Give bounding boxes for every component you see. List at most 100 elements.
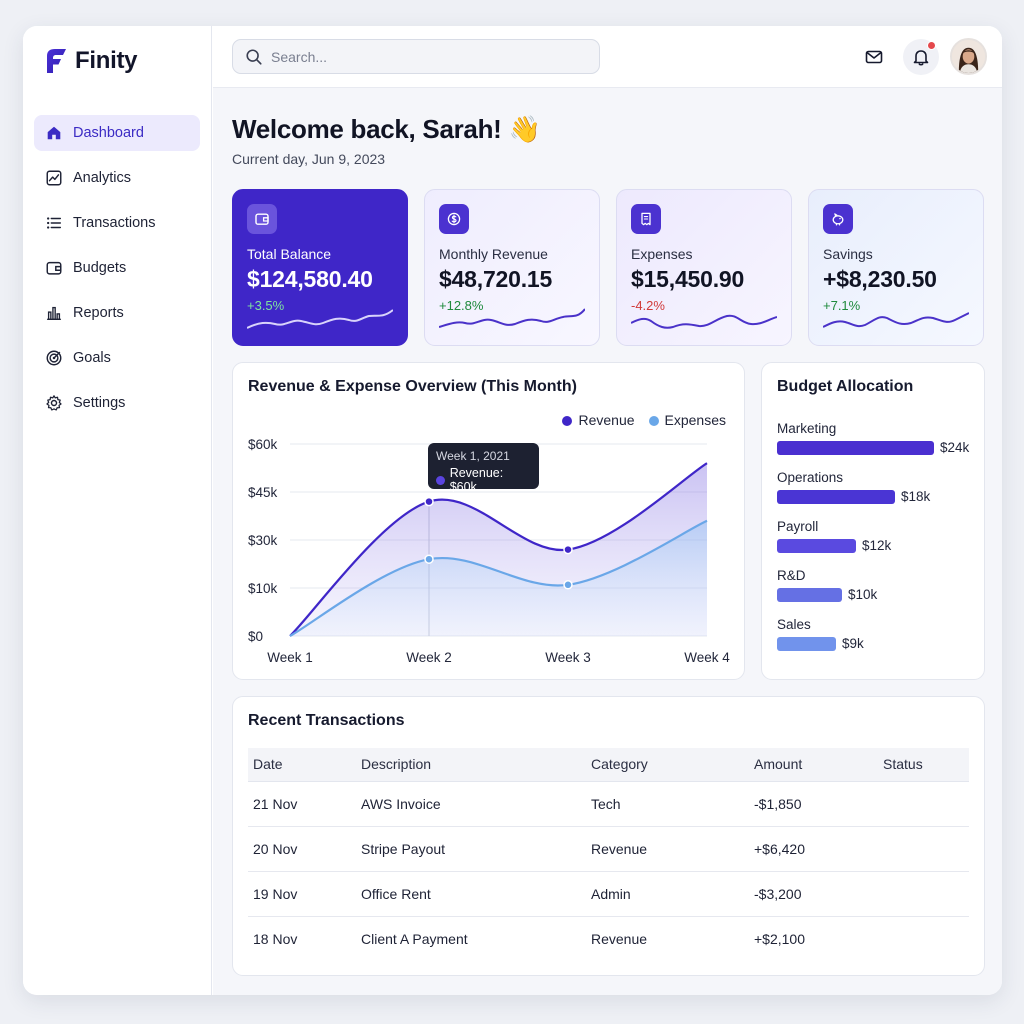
piggy-bank-icon	[823, 204, 853, 234]
sidebar-item-settings[interactable]: Settings	[34, 385, 200, 421]
sidebar-item-budgets[interactable]: Budgets	[34, 250, 200, 286]
sidebar-item-goals[interactable]: Goals	[34, 340, 200, 376]
legend-dot-revenue	[562, 416, 573, 426]
cell-description: AWS Invoice	[356, 781, 586, 827]
line-expenses	[289, 519, 708, 637]
column-header-status[interactable]: Status	[878, 748, 969, 782]
budget-bar	[777, 587, 842, 602]
cell-amount: -$1,850	[749, 781, 878, 827]
budget-title: Budget Allocation	[777, 378, 914, 395]
analytics-icon	[46, 170, 62, 186]
cell-category: Revenue	[586, 826, 749, 872]
cell-amount: +$6,420	[749, 826, 878, 872]
table-row[interactable]: 19 Nov Office Rent Admin -$3,200	[248, 871, 969, 917]
kpi-value: $48,720.15	[439, 266, 553, 292]
cell-description: Client A Payment	[361, 930, 468, 947]
tooltip-row: Revenue: $60k	[436, 466, 531, 494]
bell-icon	[913, 50, 929, 66]
column-header-date[interactable]: Date	[248, 748, 356, 782]
cell-status	[878, 916, 969, 961]
legend-dot-expenses	[648, 416, 659, 426]
kpi-value: $124,580.40	[247, 266, 373, 292]
legend-item-revenue[interactable]: Revenue	[562, 412, 635, 428]
kpi-label: Monthly Revenue	[439, 246, 548, 262]
y-tick-label: $60k	[248, 437, 278, 452]
cell-status	[878, 781, 969, 827]
notifications-button[interactable]	[903, 39, 939, 75]
kpi-card-monthly-revenue[interactable]: Monthly Revenue $48,720.15 +12.8%	[424, 189, 600, 346]
y-tick-label: $45k	[248, 485, 278, 500]
mail-icon	[865, 50, 883, 64]
column-header-amount[interactable]: Amount	[749, 748, 878, 782]
column-header-description[interactable]: Description	[356, 748, 586, 782]
app-window: Finity Dashboard Analytics Transactions …	[23, 26, 1002, 995]
budget-row-marketing[interactable]: Marketing $24k	[777, 421, 969, 455]
cell-date: 20 Nov	[248, 826, 356, 872]
user-avatar-image	[952, 40, 985, 73]
kpi-change: +3.5%	[247, 298, 285, 313]
overview-title: Revenue & Expense Overview (This Month)	[248, 378, 577, 395]
data-point-revenue	[424, 496, 434, 507]
sidebar-item-reports[interactable]: Reports	[34, 295, 200, 331]
sparkline	[823, 312, 969, 328]
search-input[interactable]	[271, 48, 571, 65]
cell-amount: -$3,200	[749, 871, 878, 917]
sidebar-item-label: Settings	[73, 395, 126, 411]
sidebar-item-transactions[interactable]: Transactions	[34, 205, 200, 241]
search-icon	[246, 48, 262, 65]
list-icon	[46, 217, 62, 229]
main-content: Welcome back, Sarah! 👋 Current day, Jun …	[213, 26, 1002, 995]
brand-name: Finity	[75, 47, 138, 74]
budget-row-operations[interactable]: Operations $18k	[777, 470, 930, 504]
home-icon	[47, 126, 61, 140]
budget-row-payroll[interactable]: Payroll $12k	[777, 519, 891, 553]
y-tick-label: $30k	[248, 533, 278, 548]
cell-category: Tech	[586, 781, 749, 827]
kpi-change: +7.1%	[823, 298, 861, 313]
mail-button[interactable]	[856, 39, 892, 75]
data-point-expenses	[563, 580, 573, 590]
table-row[interactable]: 20 Nov Stripe Payout Revenue +$6,420	[248, 826, 969, 872]
x-tick-label: Week 1	[267, 650, 313, 665]
kpi-value: $15,450.90	[631, 266, 745, 292]
budget-label: Marketing	[777, 421, 837, 436]
brand[interactable]: Finity	[45, 46, 138, 76]
budget-row-rnd[interactable]: R&D $10k	[777, 568, 877, 602]
budget-value: $12k	[862, 538, 892, 553]
kpi-card-savings[interactable]: Savings +$8,230.50 +7.1%	[808, 189, 984, 346]
legend-label: Revenue	[578, 412, 635, 428]
cell-description: Office Rent	[356, 871, 586, 917]
area-expenses	[290, 520, 707, 636]
table-row[interactable]: 21 Nov AWS Invoice Tech -$1,850	[248, 781, 969, 827]
wallet-icon	[247, 204, 277, 234]
budget-row-sales[interactable]: Sales $9k	[777, 617, 864, 651]
avatar[interactable]	[950, 38, 987, 75]
legend-label: Expenses	[664, 412, 726, 428]
kpi-value: +$8,230.50	[823, 266, 937, 292]
cell-date: 19 Nov	[248, 871, 356, 917]
data-point-revenue	[563, 544, 573, 555]
column-header-category[interactable]: Category	[586, 748, 749, 782]
kpi-card-total-balance[interactable]: Total Balance $124,580.40 +3.5%	[232, 189, 408, 346]
x-tick-label: Week 4	[684, 650, 730, 665]
page-title: Welcome back, Sarah! 👋	[232, 114, 541, 144]
overview-chart: $0 $10k $30k $45k $60k Week 1 Week 2 Week 3 Week…	[248, 437, 730, 665]
sidebar-item-label: Goals	[73, 350, 111, 366]
search-bar[interactable]	[232, 39, 600, 74]
cell-date: 21 Nov	[248, 781, 356, 827]
overview-chart-card: Revenue & Expense Overview (This Month) …	[232, 362, 745, 680]
cell-category: Admin	[586, 871, 749, 917]
budget-label: Payroll	[777, 519, 819, 534]
sidebar: Finity Dashboard Analytics Transactions …	[23, 26, 212, 995]
logo-icon	[47, 49, 66, 73]
sidebar-item-dashboard[interactable]: Dashboard	[34, 115, 200, 151]
budget-bar	[777, 636, 836, 651]
kpi-card-expenses[interactable]: Expenses $15,450.90 -4.2%	[616, 189, 792, 346]
table-row[interactable]: 18 Nov Client A Payment Revenue +$2,100	[248, 916, 969, 961]
sidebar-nav: Dashboard Analytics Transactions Budgets…	[34, 115, 200, 430]
kpi-change: +12.8%	[439, 298, 484, 313]
legend-item-expenses[interactable]: Expenses	[648, 412, 726, 428]
sidebar-item-analytics[interactable]: Analytics	[34, 160, 200, 196]
budget-value: $24k	[940, 440, 970, 455]
transactions-title: Recent Transactions	[248, 712, 405, 729]
